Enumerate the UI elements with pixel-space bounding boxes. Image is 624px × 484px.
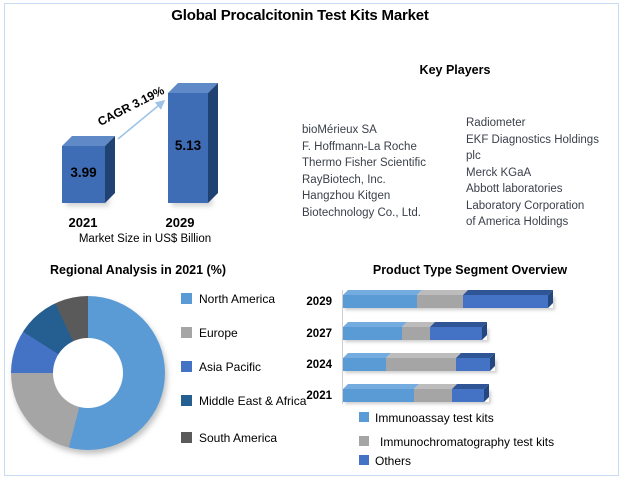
page-border [4, 3, 619, 476]
regional-legend-item: North America [181, 292, 275, 306]
product-stacked-bar [343, 322, 487, 340]
bar-end-cap [482, 322, 487, 340]
regional-legend-swatch [181, 432, 192, 443]
product-legend-item: Immunochromatography test kits [359, 435, 554, 449]
key-players-left-column: bioMérieux SA F. Hoffmann-La Roche Therm… [302, 122, 426, 221]
bar-segment [456, 358, 490, 371]
market-category-2021: 2021 [68, 215, 98, 230]
regional-legend-label: Asia Pacific [199, 360, 262, 374]
market-value-2029: 5.13 [174, 138, 202, 153]
product-legend-label: Immunoassay test kits [375, 411, 494, 425]
market-value-2021: 3.99 [70, 165, 97, 180]
bar-segment [402, 327, 430, 340]
bar-end-cap [548, 290, 553, 308]
regional-legend-item: Asia Pacific [181, 360, 261, 374]
regional-legend-label: Europe [199, 326, 238, 340]
key-player-line: Radiometer [466, 117, 526, 129]
market-axis-label: Market Size in US$ Billion [78, 233, 212, 245]
product-bar-row: 2021 [300, 384, 489, 402]
product-axis-line [342, 290, 343, 404]
product-legend-item: Immunoassay test kits [359, 411, 494, 425]
bar-segment [343, 295, 417, 308]
key-player-line: Hangzhou Kitgen [302, 190, 391, 202]
key-player-line: RayBiotech, Inc. [302, 173, 386, 186]
key-player-line: Laboratory Corporation [466, 199, 585, 212]
bar-segment [463, 295, 548, 308]
bar-segment [386, 358, 456, 371]
key-players-right-column: Radiometer EKF Diagnostics Holdings plc … [466, 115, 599, 231]
regional-legend-swatch [181, 361, 192, 372]
bar-segment [417, 295, 463, 308]
bar-segment [452, 389, 484, 402]
product-year-label: 2027 [306, 327, 332, 340]
regional-legend-swatch [181, 395, 192, 406]
key-player-line: EKF Diagnostics Holdings [466, 133, 599, 146]
bar-end-cap [484, 384, 489, 402]
regional-legend-swatch [181, 293, 192, 304]
product-legend-swatch [359, 436, 369, 446]
market-bar-2021: 3.99 [62, 146, 105, 203]
product-year-label: 2024 [306, 358, 332, 371]
product-title: Product Type Segment Overview [372, 263, 568, 277]
regional-legend-label: North America [199, 292, 276, 306]
key-player-line: Merck KGaA [466, 166, 532, 179]
product-legend-item: Others [359, 454, 411, 468]
bar-segment [343, 327, 402, 340]
product-legend-swatch [359, 412, 369, 422]
key-player-line: Biotechnology Co., Ltd. [302, 206, 421, 219]
key-player-line: bioMérieux SA [302, 124, 377, 136]
product-year-label: 2021 [306, 389, 332, 402]
regional-legend-label: Middle East & Africa [199, 394, 307, 408]
market-category-2029: 2029 [165, 215, 195, 230]
bar-end-cap [490, 353, 495, 371]
key-player-line: Abbott laboratories [466, 183, 563, 195]
product-stacked-bar [343, 290, 553, 308]
product-bar-row: 2027 [300, 322, 487, 340]
regional-title: Regional Analysis in 2021 (%) [50, 263, 226, 277]
key-player-line: plc [466, 150, 481, 162]
product-year-label: 2029 [306, 295, 332, 308]
regional-donut-chart [11, 296, 165, 450]
donut-hole [53, 338, 123, 408]
key-player-line: Thermo Fisher Scientific [302, 157, 426, 169]
key-player-line: F. Hoffmann-La Roche [302, 140, 417, 153]
bar-segment [430, 327, 482, 340]
product-bar-row: 2029 [300, 290, 553, 308]
product-legend-label: Immunochromatography test kits [380, 435, 555, 449]
page-title: Global Procalcitonin Test Kits Market [171, 7, 429, 24]
bar-segment [343, 358, 386, 371]
regional-legend-swatch [181, 327, 192, 338]
regional-legend-item: South America [181, 431, 277, 445]
product-stacked-bar [343, 353, 495, 371]
key-player-line: of America Holdings [466, 216, 569, 228]
market-bar-2029: 5.13 [168, 93, 208, 203]
product-stacked-bar [343, 384, 489, 402]
product-legend-swatch [359, 455, 369, 465]
regional-legend-label: South America [199, 431, 278, 445]
product-bar-row: 2024 [300, 353, 495, 371]
bar-segment [343, 389, 414, 402]
regional-legend-item: Europe [181, 326, 238, 340]
regional-legend-item: Middle East & Africa [181, 394, 306, 408]
bar-segment [414, 389, 452, 402]
product-legend-label: Others [375, 454, 412, 468]
key-players-heading: Key Players [419, 63, 491, 77]
